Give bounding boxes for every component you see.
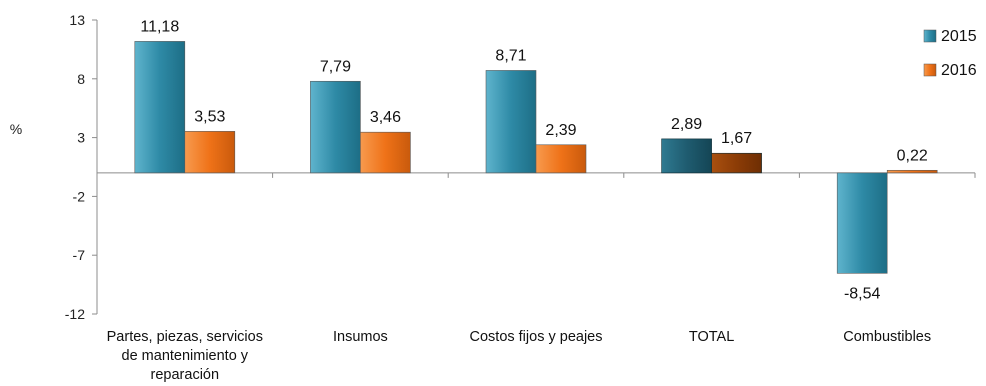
category-label: Costos fijos y peajes	[470, 329, 603, 345]
y-tick-label: -7	[73, 247, 86, 263]
y-tick-label: 3	[77, 130, 85, 146]
bar-2015-4	[836, 172, 888, 274]
legend-label: 2016	[941, 62, 977, 79]
data-label: 3,53	[194, 108, 225, 125]
y-tick-label: 13	[69, 12, 85, 28]
category-label: reparación	[151, 367, 220, 383]
legend: 2015 2016	[923, 28, 977, 79]
bar-2016-3	[711, 152, 762, 174]
data-label: -8,54	[844, 285, 881, 302]
category-label: Combustibles	[843, 329, 931, 345]
data-label: 8,71	[495, 47, 526, 64]
category-label: Insumos	[333, 329, 388, 345]
legend-label: 2015	[941, 28, 977, 45]
data-label: 3,46	[370, 109, 401, 126]
category-label: TOTAL	[689, 329, 734, 345]
y-tick-label: 8	[77, 71, 85, 87]
category-label: de mantenimiento y	[122, 348, 249, 364]
data-label: 7,79	[320, 58, 351, 75]
bar-2016-4	[886, 169, 938, 174]
data-label: 0,22	[897, 147, 928, 164]
y-tick-label: -12	[65, 306, 85, 322]
bar-2016-0	[184, 131, 236, 174]
bar-2015-0	[134, 41, 186, 174]
y-axis-unit-label: %	[10, 121, 22, 137]
y-tick-label: -2	[73, 188, 86, 204]
data-label: 2,39	[545, 122, 576, 139]
bar-2015-3	[661, 138, 712, 174]
data-label: 11,18	[140, 18, 179, 35]
bar-2016-1	[360, 131, 411, 174]
data-label: 2,89	[671, 116, 702, 133]
bar-2015-2	[485, 70, 537, 174]
data-label: 1,67	[721, 130, 752, 147]
bar-2016-2	[535, 144, 587, 174]
legend-swatch-2016	[923, 63, 937, 77]
bar-2015-1	[310, 80, 361, 174]
legend-swatch-2015	[923, 29, 937, 43]
category-label: Partes, piezas, servicios	[107, 329, 263, 345]
